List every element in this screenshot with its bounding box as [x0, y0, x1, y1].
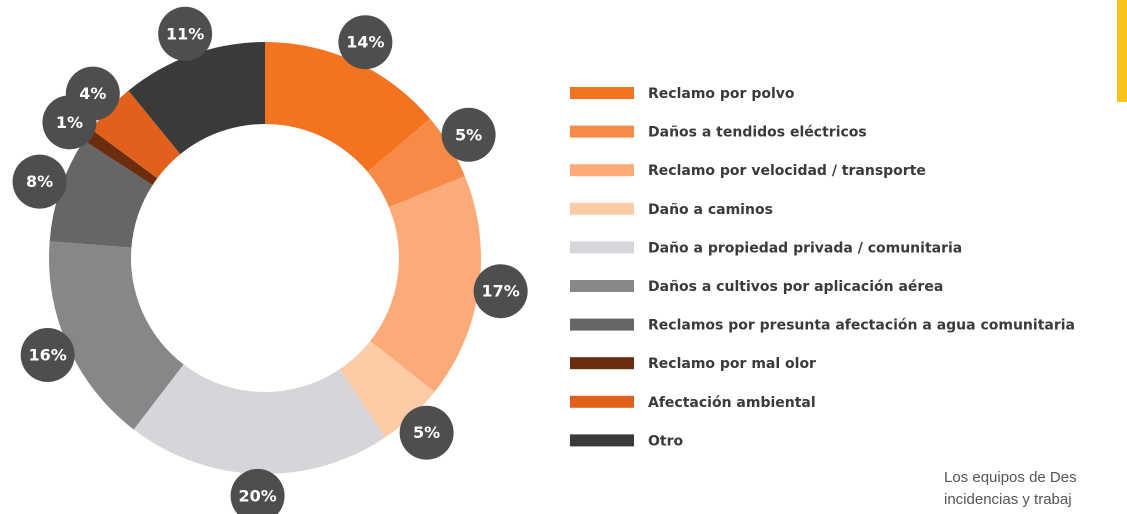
donut-slice: [367, 118, 465, 208]
legend-swatch: [570, 241, 634, 254]
accent-bar: [1117, 0, 1127, 102]
legend-swatch: [570, 280, 634, 292]
legend-swatch: [570, 87, 634, 99]
value-label: 1%: [56, 113, 83, 132]
legend-label: Reclamo por polvo: [648, 86, 795, 102]
value-label: 5%: [455, 125, 482, 144]
value-bubble: [399, 405, 454, 460]
page-text: Los equipos de Des: [944, 469, 1077, 486]
donut-slice: [265, 42, 431, 172]
donut-slice: [133, 364, 386, 474]
value-bubble: [441, 107, 496, 162]
value-bubble: [338, 15, 393, 70]
page-text: incidencias y trabaj: [944, 491, 1072, 508]
legend-swatch: [570, 202, 634, 215]
legend-label: Reclamo por mal olor: [648, 356, 816, 372]
value-label: 4%: [79, 84, 106, 103]
value-label: 16%: [29, 346, 67, 365]
legend-label: Daño a caminos: [648, 202, 773, 218]
value-label: 11%: [166, 24, 204, 43]
donut-slice: [370, 176, 481, 392]
donut-slice: [128, 41, 265, 155]
donut-slice: [83, 129, 158, 186]
legend-swatch: [570, 434, 634, 447]
legend-label: Otro: [648, 433, 683, 449]
legend-swatch: [570, 125, 634, 138]
donut-slice: [49, 140, 153, 248]
legend-label: Daños a tendidos eléctricos: [648, 125, 867, 141]
value-label: 14%: [346, 33, 384, 52]
value-bubble: [12, 154, 67, 209]
value-bubble: [230, 468, 285, 514]
legend-swatch: [570, 395, 634, 408]
legend-swatch: [570, 357, 634, 370]
legend-label: Reclamo por velocidad / transporte: [648, 163, 926, 179]
value-label: 20%: [238, 486, 276, 505]
legend-swatch: [570, 318, 634, 331]
value-label: 17%: [482, 282, 520, 301]
donut-slice: [48, 241, 184, 430]
value-bubble: [65, 66, 120, 121]
value-label: 8%: [26, 172, 53, 191]
legend-label: Daños a cultivos por aplicación aérea: [648, 279, 943, 295]
value-bubble: [158, 6, 213, 61]
legend-label: Afectación ambiental: [648, 395, 816, 411]
legend-label: Daño a propiedad privada / comunitaria: [648, 240, 962, 256]
value-bubble: [473, 264, 528, 319]
value-bubble: [20, 328, 75, 383]
legend-swatch: [570, 164, 634, 177]
legend-label: Reclamos por presunta afectación a agua …: [648, 318, 1075, 334]
donut-slice: [91, 90, 181, 179]
value-label: 5%: [413, 423, 440, 442]
